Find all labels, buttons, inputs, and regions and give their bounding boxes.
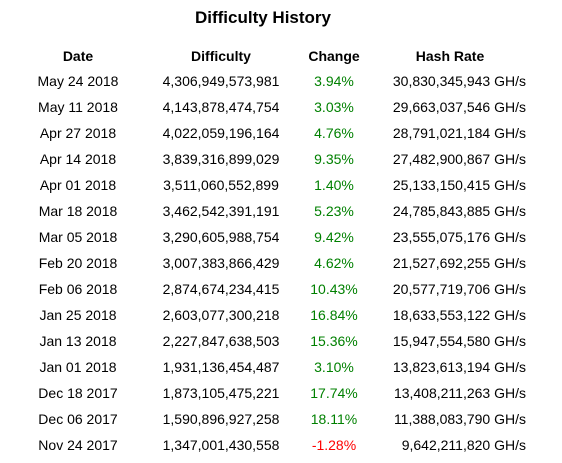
cell-change: 3.10%: [314, 359, 354, 375]
cell-difficulty: 1,931,136,454,487: [162, 359, 280, 375]
table-row: Nov 24 2017 1,347,001,430,558 -1.28% 9,6…: [8, 432, 526, 458]
cell-change: 1.40%: [314, 177, 354, 193]
cell-change: 18.11%: [310, 411, 358, 427]
cell-change: -1.28%: [311, 437, 357, 453]
cell-change: 9.35%: [314, 151, 354, 167]
cell-difficulty: 3,511,060,552,899: [163, 177, 279, 193]
cell-difficulty: 2,874,674,234,415: [162, 281, 280, 297]
cell-date: Nov 24 2017: [38, 437, 118, 453]
cell-date: Apr 27 2018: [39, 125, 117, 141]
cell-hash-rate: 27,482,900,867 GH/s: [392, 151, 526, 167]
cell-hash-rate: 18,633,553,122 GH/s: [392, 307, 526, 323]
cell-date: Apr 01 2018: [39, 177, 117, 193]
cell-date: Feb 20 2018: [38, 255, 118, 271]
cell-change: 4.62%: [314, 255, 354, 271]
cell-difficulty: 4,022,059,196,164: [162, 125, 280, 141]
cell-change: 4.76%: [314, 125, 354, 141]
cell-difficulty: 1,873,105,475,221: [162, 385, 280, 401]
column-header-hash-rate: Hash Rate: [415, 48, 485, 64]
cell-change: 5.23%: [314, 203, 354, 219]
cell-date: Mar 05 2018: [38, 229, 118, 245]
cell-change: 10.43%: [310, 281, 358, 297]
table-row: May 24 2018 4,306,949,573,981 3.94% 30,8…: [8, 68, 526, 94]
cell-hash-rate: 11,388,083,790 GH/s: [393, 411, 526, 427]
cell-date: May 24 2018: [37, 73, 119, 89]
cell-hash-rate: 24,785,843,885 GH/s: [392, 203, 526, 219]
cell-difficulty: 3,839,316,899,029: [162, 151, 280, 167]
table-row: Apr 01 2018 3,511,060,552,899 1.40% 25,1…: [8, 172, 526, 198]
column-header-date: Date: [62, 48, 94, 64]
cell-change: 3.94%: [314, 73, 354, 89]
column-header-difficulty: Difficulty: [191, 48, 251, 64]
cell-date: Mar 18 2018: [38, 203, 118, 219]
column-header-change: Change: [308, 48, 360, 64]
cell-difficulty: 1,347,001,430,558: [162, 437, 280, 453]
cell-difficulty: 3,007,383,866,429: [162, 255, 280, 271]
page-title: Difficulty History: [194, 8, 332, 27]
cell-change: 3.03%: [314, 99, 354, 115]
table-row: Feb 06 2018 2,874,674,234,415 10.43% 20,…: [8, 276, 526, 302]
cell-date: Dec 18 2017: [38, 385, 118, 401]
cell-hash-rate: 15,947,554,580 GH/s: [392, 333, 526, 349]
cell-difficulty: 3,462,542,391,191: [162, 203, 280, 219]
table-row: Dec 06 2017 1,590,896,927,258 18.11% 11,…: [8, 406, 526, 432]
cell-hash-rate: 13,408,211,263 GH/s: [393, 385, 526, 401]
cell-difficulty: 4,143,878,474,754: [162, 99, 280, 115]
cell-difficulty: 2,227,847,638,503: [162, 333, 280, 349]
table-header-row: Date Difficulty Change Hash Rate: [8, 44, 526, 68]
cell-date: May 11 2018: [38, 99, 118, 115]
cell-date: Jan 01 2018: [39, 359, 117, 375]
table-row: Apr 27 2018 4,022,059,196,164 4.76% 28,7…: [8, 120, 526, 146]
table-row: Jan 25 2018 2,603,077,300,218 16.84% 18,…: [8, 302, 526, 328]
table-row: Jan 01 2018 1,931,136,454,487 3.10% 13,8…: [8, 354, 526, 380]
cell-date: Dec 06 2017: [38, 411, 118, 427]
cell-hash-rate: 30,830,345,943 GH/s: [392, 73, 526, 89]
cell-change: 15.36%: [310, 333, 358, 349]
cell-hash-rate: 13,823,613,194 GH/s: [392, 359, 526, 375]
table-row: Mar 05 2018 3,290,605,988,754 9.42% 23,5…: [8, 224, 526, 250]
table-row: Jan 13 2018 2,227,847,638,503 15.36% 15,…: [8, 328, 526, 354]
table-row: Apr 14 2018 3,839,316,899,029 9.35% 27,4…: [8, 146, 526, 172]
cell-hash-rate: 28,791,021,184 GH/s: [392, 125, 526, 141]
table-row: Mar 18 2018 3,462,542,391,191 5.23% 24,7…: [8, 198, 526, 224]
cell-hash-rate: 29,663,037,546 GH/s: [392, 99, 526, 115]
cell-date: Jan 25 2018: [39, 307, 117, 323]
table-row: Feb 20 2018 3,007,383,866,429 4.62% 21,5…: [8, 250, 526, 276]
difficulty-history-table: Date Difficulty Change Hash Rate May 24 …: [8, 44, 526, 458]
cell-difficulty: 4,306,949,573,981: [162, 73, 280, 89]
cell-difficulty: 2,603,077,300,218: [162, 307, 280, 323]
cell-date: Feb 06 2018: [38, 281, 118, 297]
cell-change: 9.42%: [314, 229, 354, 245]
cell-hash-rate: 23,555,075,176 GH/s: [392, 229, 526, 245]
cell-hash-rate: 9,642,211,820 GH/s: [401, 437, 526, 453]
cell-hash-rate: 20,577,719,706 GH/s: [392, 281, 526, 297]
cell-date: Jan 13 2018: [39, 333, 117, 349]
cell-date: Apr 14 2018: [39, 151, 117, 167]
cell-change: 16.84%: [310, 307, 358, 323]
cell-change: 17.74%: [310, 385, 358, 401]
cell-difficulty: 3,290,605,988,754: [162, 229, 280, 245]
table-body: May 24 2018 4,306,949,573,981 3.94% 30,8…: [8, 68, 526, 458]
cell-difficulty: 1,590,896,927,258: [162, 411, 280, 427]
table-row: May 11 2018 4,143,878,474,754 3.03% 29,6…: [8, 94, 526, 120]
cell-hash-rate: 25,133,150,415 GH/s: [392, 177, 526, 193]
cell-hash-rate: 21,527,692,255 GH/s: [392, 255, 526, 271]
table-row: Dec 18 2017 1,873,105,475,221 17.74% 13,…: [8, 380, 526, 406]
